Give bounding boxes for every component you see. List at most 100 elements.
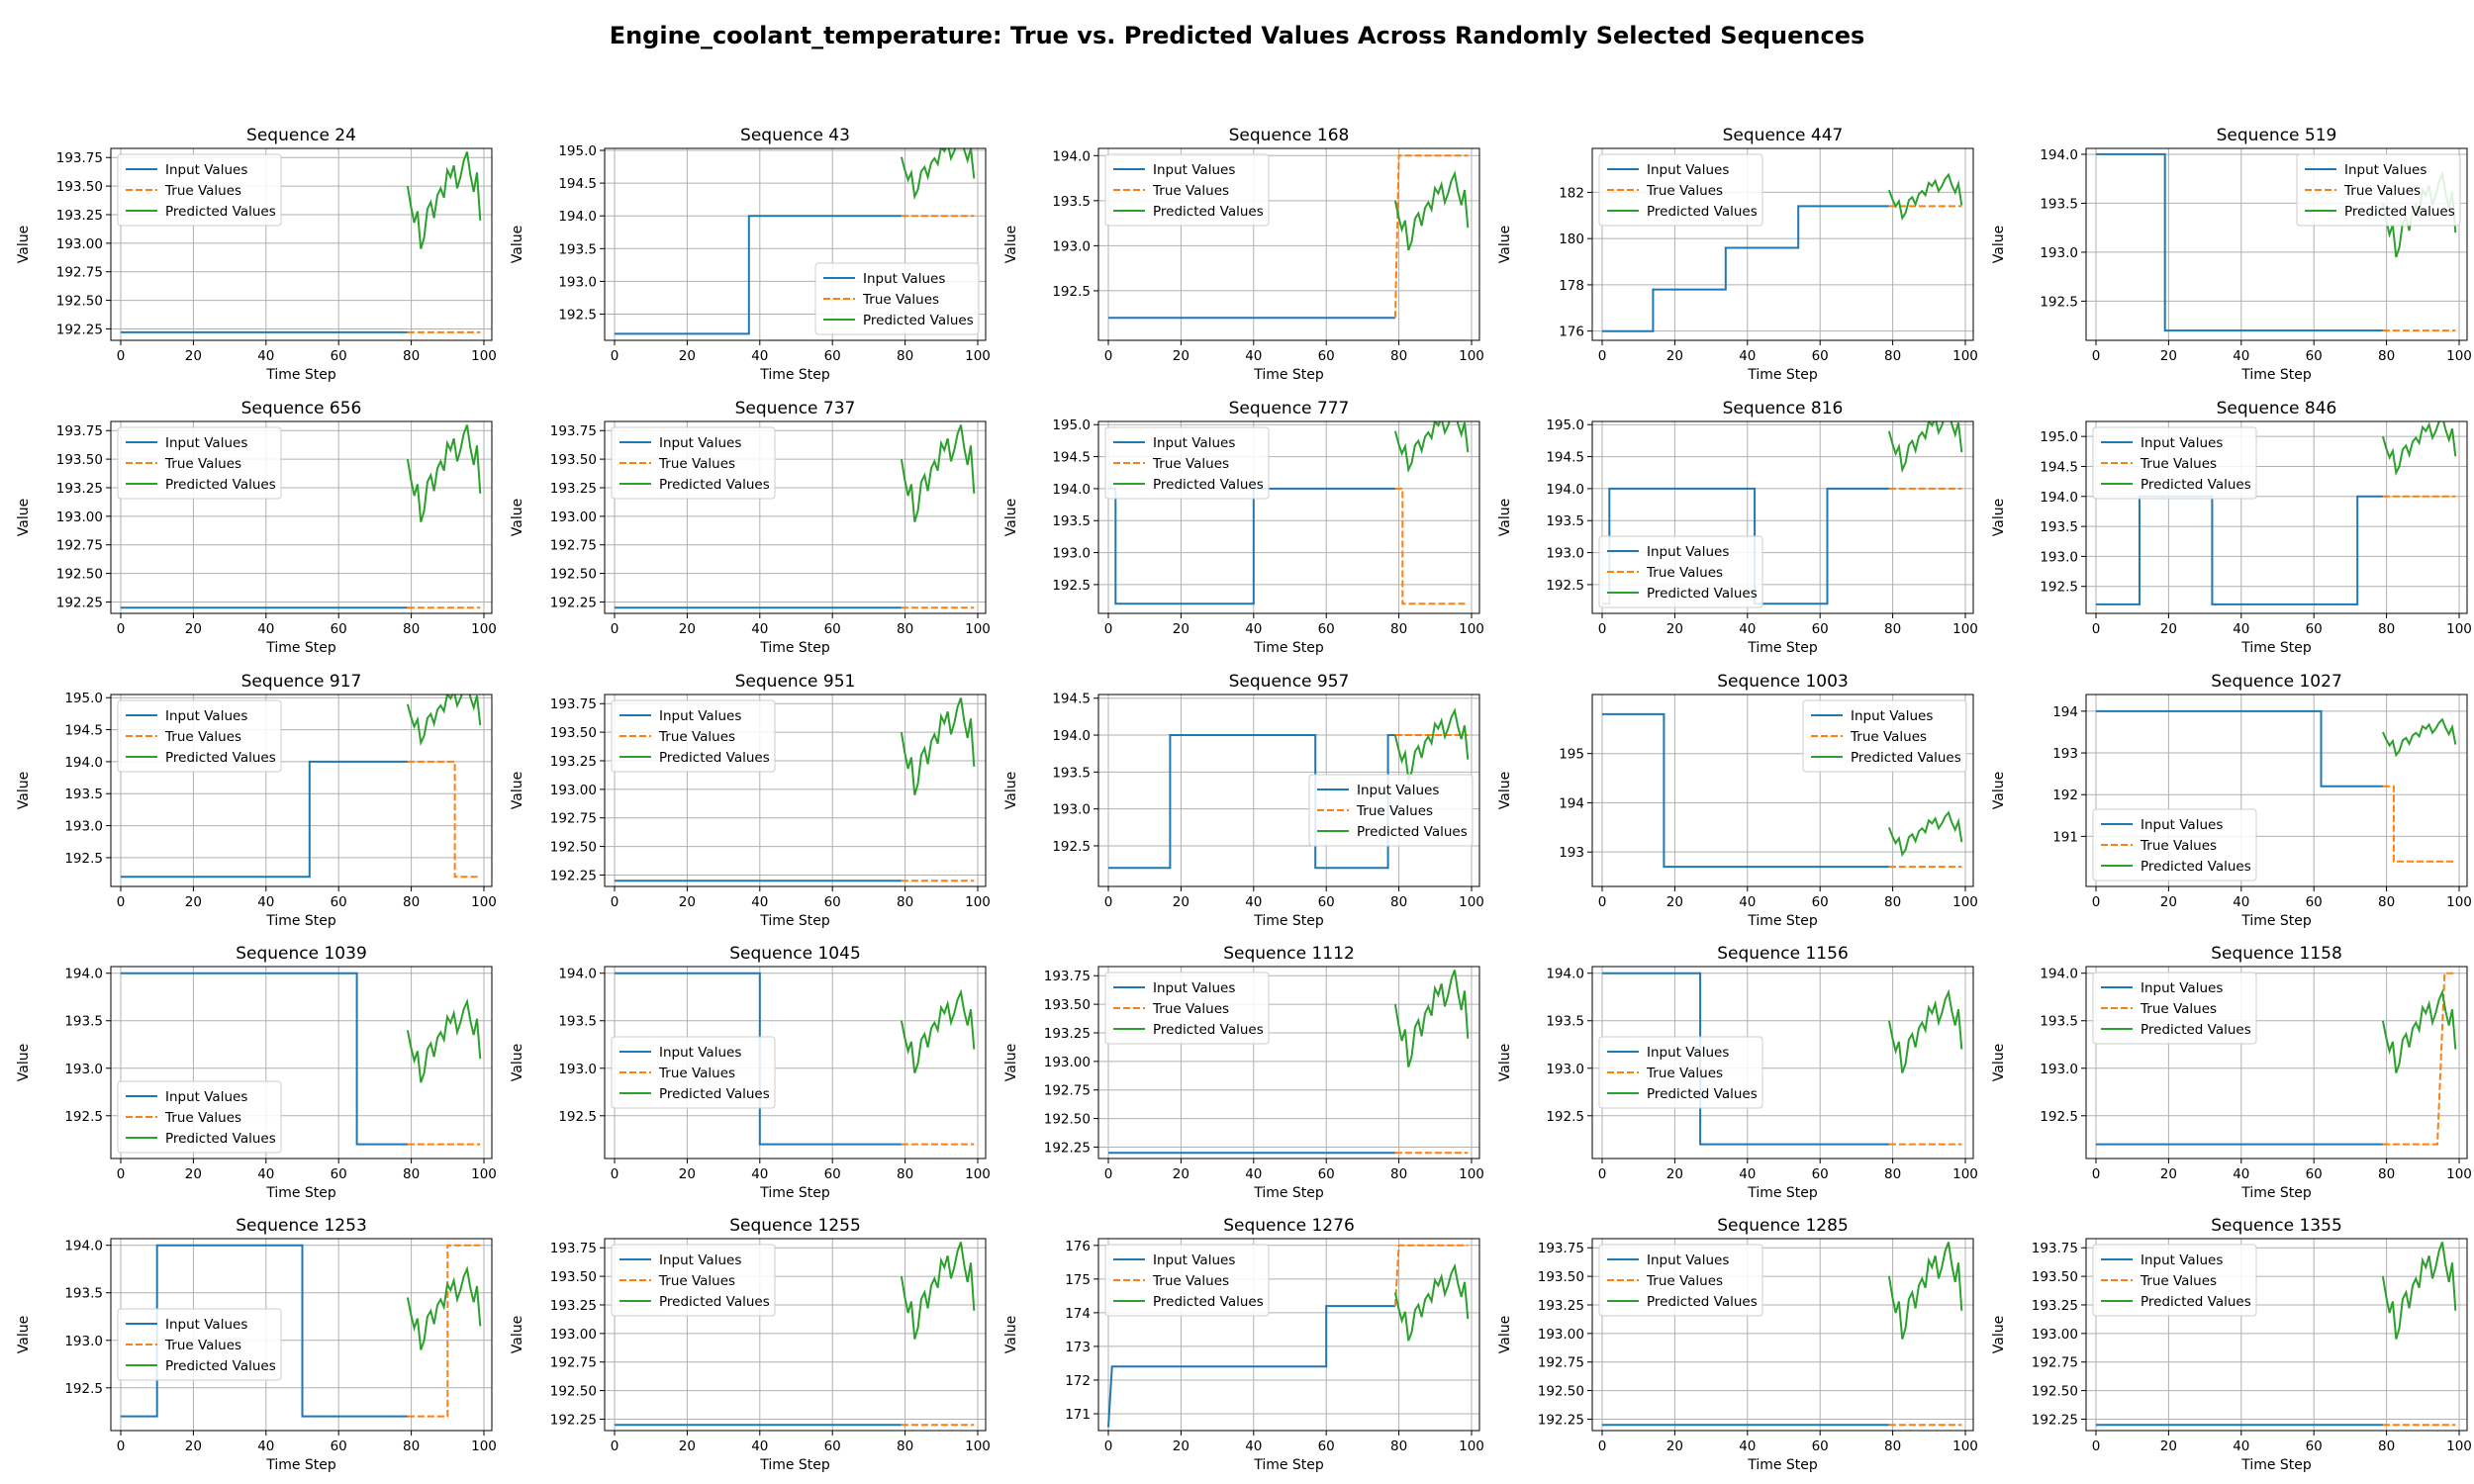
legend-label-true: True Values xyxy=(164,456,241,472)
y-axis-label: Value xyxy=(1003,772,1019,809)
y-tick-label: 192.75 xyxy=(550,538,597,554)
x-tick-label: 80 xyxy=(403,894,420,910)
series-group xyxy=(1602,1242,1963,1427)
x-tick-label: 80 xyxy=(1390,894,1407,910)
x-tick-label: 20 xyxy=(185,348,202,364)
legend: Input Values True Values Predicted Values xyxy=(611,699,776,773)
predicted-values-line xyxy=(2381,988,2457,1073)
x-tick-label: 60 xyxy=(1812,621,1829,637)
axes-frame xyxy=(2085,1238,2468,1432)
legend-label-input: Input Values xyxy=(2141,980,2223,996)
x-tick-label: 100 xyxy=(1459,348,1484,364)
subplot: Sequence 1027 0 20 40 60 80 100 191 192 193 194 Tim… xyxy=(1991,672,2472,929)
y-tick-label: 193.75 xyxy=(550,696,597,712)
x-tick-label: 80 xyxy=(897,621,913,637)
axes-frame xyxy=(1097,966,1480,1159)
axes-frame xyxy=(1097,420,1480,614)
x-tick-label: 60 xyxy=(1812,1166,1829,1182)
legend-box xyxy=(1598,1244,1763,1317)
axes-frame xyxy=(2085,420,2468,614)
legend-label-true: True Values xyxy=(1646,1066,1723,1081)
y-axis-label: Value xyxy=(510,772,525,809)
y-tick-label: 192.50 xyxy=(1044,1112,1091,1128)
legend-box xyxy=(117,699,282,773)
x-tick-label: 80 xyxy=(2378,621,2395,637)
y-tick-label: 193.50 xyxy=(1044,997,1091,1013)
axes-frame xyxy=(1591,1238,1974,1432)
y-tick-label: 193.00 xyxy=(56,510,103,525)
subplot-title: Sequence 1045 xyxy=(729,944,861,964)
subplot-title: Sequence 447 xyxy=(1723,126,1844,145)
x-tick-label: 100 xyxy=(1952,1166,1978,1182)
y-tick-label: 192.50 xyxy=(56,567,103,583)
legend: Input Values True Values Predicted Values xyxy=(117,426,282,500)
x-axis-label: Time Step xyxy=(759,1185,830,1201)
y-tick-label: 194.0 xyxy=(558,967,597,982)
y-tick-label: 193.25 xyxy=(56,481,103,497)
x-axis-label: Time Step xyxy=(759,1457,830,1473)
legend-label-true: True Values xyxy=(658,1273,735,1289)
subplot-title: Sequence 1003 xyxy=(1717,672,1849,692)
predicted-values-line xyxy=(1887,421,1963,474)
legend-label-pred: Predicted Values xyxy=(2141,477,2251,493)
legend-box xyxy=(611,1036,776,1109)
y-tick-label: 193.25 xyxy=(550,754,597,770)
y-tick-label: 192.50 xyxy=(56,294,103,310)
y-tick-label: 193.75 xyxy=(1044,969,1091,984)
x-axis-label: Time Step xyxy=(1747,640,1818,656)
legend-label-input: Input Values xyxy=(1153,435,1235,451)
y-tick-label: 193.0 xyxy=(2040,1062,2078,1077)
x-tick-label: 100 xyxy=(1459,1438,1484,1454)
subplot-title: Sequence 1112 xyxy=(1223,944,1355,964)
y-tick-label: 192.5 xyxy=(2040,1109,2078,1125)
axes-frame xyxy=(1591,694,1974,887)
legend-box xyxy=(611,1244,776,1317)
y-tick-label: 192.5 xyxy=(558,308,597,324)
x-tick-label: 40 xyxy=(257,1438,274,1454)
predicted-values-line xyxy=(1887,988,1963,1073)
x-tick-label: 40 xyxy=(751,1438,768,1454)
x-tick-label: 80 xyxy=(1390,621,1407,637)
true-values-line xyxy=(2382,785,2456,863)
x-axis-label: Time Step xyxy=(2240,1185,2312,1201)
legend-label-true: True Values xyxy=(164,729,241,745)
x-tick-label: 40 xyxy=(751,348,768,364)
legend-label-pred: Predicted Values xyxy=(165,1358,276,1374)
x-tick-label: 20 xyxy=(1173,621,1189,637)
y-tick-label: 194.0 xyxy=(2040,490,2078,506)
series-group xyxy=(1602,712,1963,869)
x-tick-label: 0 xyxy=(117,621,126,637)
y-axis-label: Value xyxy=(1497,226,1513,263)
legend-label-true: True Values xyxy=(1152,1273,1229,1289)
legend-label-pred: Predicted Values xyxy=(1647,204,1758,220)
subplot-title: Sequence 1158 xyxy=(2211,944,2342,964)
subplot: Sequence 957 0 20 40 60 80 100 192.5 193.0 193.5 1… xyxy=(1003,672,1484,929)
x-axis-label: Time Step xyxy=(1253,367,1324,383)
input-values-line xyxy=(1602,712,1889,869)
y-tick-label: 193 xyxy=(2052,746,2078,762)
true-values-line xyxy=(1393,154,1469,319)
legend: Input Values True Values Predicted Values xyxy=(611,426,776,500)
x-tick-label: 80 xyxy=(1884,1438,1901,1454)
legend: Input Values True Values Predicted Values xyxy=(117,1080,282,1154)
legend-label-pred: Predicted Values xyxy=(659,1086,770,1102)
x-tick-label: 80 xyxy=(2378,1438,2395,1454)
subplot: Sequence 917 0 20 40 60 80 100 192.5 193.0 193.5 1… xyxy=(16,672,497,929)
y-tick-label: 192.5 xyxy=(64,1381,103,1397)
x-tick-label: 100 xyxy=(965,348,991,364)
y-tick-label: 192.5 xyxy=(1052,284,1091,300)
series-group xyxy=(615,148,976,335)
x-axis-label: Time Step xyxy=(1747,913,1818,929)
x-tick-label: 20 xyxy=(2160,1438,2177,1454)
x-tick-label: 40 xyxy=(2233,1166,2249,1182)
x-tick-label: 60 xyxy=(1318,1166,1335,1182)
y-tick-label: 194.0 xyxy=(2040,147,2078,163)
legend-box xyxy=(1104,426,1270,500)
y-tick-label: 193.5 xyxy=(558,1014,597,1030)
x-tick-label: 80 xyxy=(1390,1166,1407,1182)
y-tick-label: 193.75 xyxy=(2032,1241,2078,1256)
subplot: Sequence 43 0 20 40 60 80 100 192.5 193.0 193.5 19… xyxy=(510,126,991,383)
legend: Input Values True Values Predicted Values xyxy=(1598,1036,1763,1109)
x-tick-label: 100 xyxy=(965,1438,991,1454)
x-axis-label: Time Step xyxy=(759,913,830,929)
